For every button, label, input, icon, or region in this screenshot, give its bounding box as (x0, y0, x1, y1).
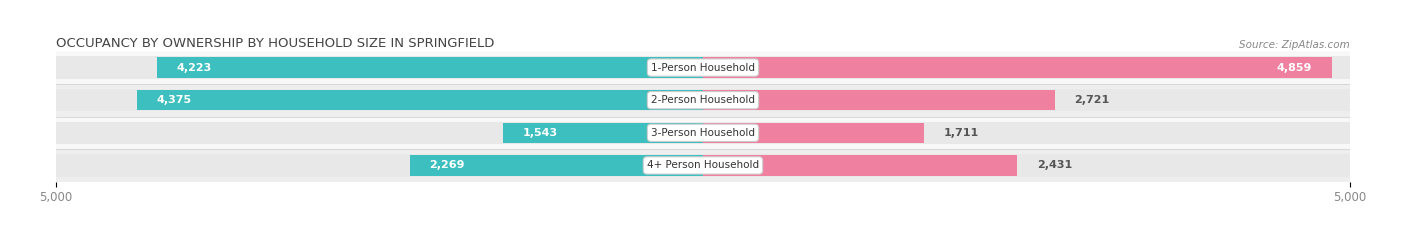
Bar (703, 89, 1350, 111)
Bar (703, 56, 1350, 79)
Bar (703, 58, 1331, 78)
Text: 4,375: 4,375 (156, 95, 191, 105)
Bar (56, 56, 703, 79)
Bar (56, 51, 1350, 84)
Bar (56, 84, 1350, 116)
Text: 3-Person Household: 3-Person Household (651, 128, 755, 138)
Bar (56, 89, 703, 111)
Text: 1,543: 1,543 (523, 128, 558, 138)
Text: 4,223: 4,223 (176, 63, 211, 72)
Bar (703, 90, 1054, 110)
Text: 2,431: 2,431 (1036, 161, 1073, 170)
Text: 1,711: 1,711 (943, 128, 979, 138)
Bar (156, 58, 703, 78)
Bar (703, 155, 1018, 175)
Bar (409, 155, 703, 175)
Text: 4+ Person Household: 4+ Person Household (647, 161, 759, 170)
Text: 2,269: 2,269 (429, 161, 464, 170)
Text: OCCUPANCY BY OWNERSHIP BY HOUSEHOLD SIZE IN SPRINGFIELD: OCCUPANCY BY OWNERSHIP BY HOUSEHOLD SIZE… (56, 37, 495, 50)
Text: 2,721: 2,721 (1074, 95, 1109, 105)
Bar (703, 123, 924, 143)
Bar (56, 122, 703, 144)
Bar (703, 154, 1350, 177)
Bar (56, 116, 1350, 149)
Text: 1-Person Household: 1-Person Household (651, 63, 755, 72)
Bar (503, 123, 703, 143)
Bar (56, 149, 1350, 182)
Bar (138, 90, 703, 110)
Bar (703, 122, 1350, 144)
Text: 4,859: 4,859 (1277, 63, 1312, 72)
Text: Source: ZipAtlas.com: Source: ZipAtlas.com (1239, 40, 1350, 50)
Text: 2-Person Household: 2-Person Household (651, 95, 755, 105)
Bar (56, 154, 703, 177)
